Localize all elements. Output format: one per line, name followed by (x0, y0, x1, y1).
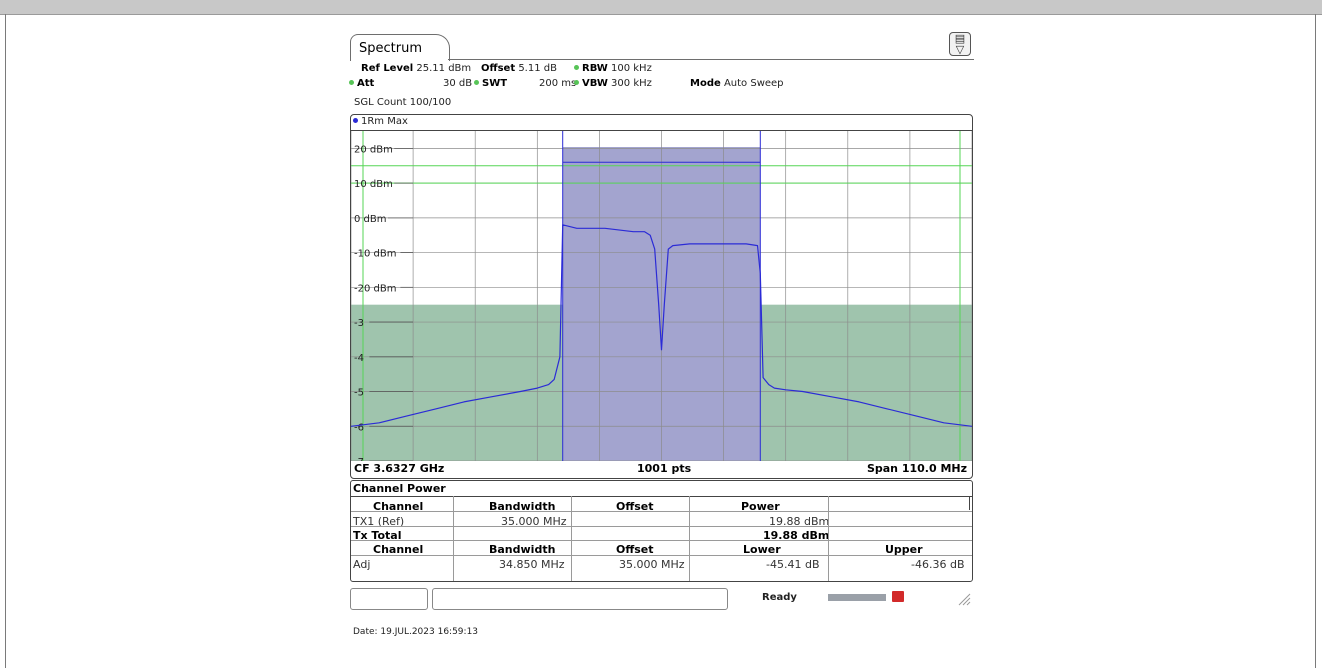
header-upper: Upper (885, 543, 923, 556)
resize-grip-icon[interactable] (957, 592, 971, 606)
spectrum-plot: 1Rm Max 20 dBm 10 dBm 0 dBm -10 dBm -20 dBm -… (350, 114, 973, 479)
analyzer-screen: Spectrum ▤ ▽ Ref Level 25.11 dBm Offset 5… (345, 26, 977, 616)
mode-value: Auto Sweep (723, 78, 784, 89)
y-tick-label: -7 (354, 457, 364, 461)
tab-underline (448, 59, 974, 60)
y-tick-label: 10 dBm (354, 179, 393, 190)
att-indicator-icon (349, 80, 354, 85)
table-row-divider (351, 540, 972, 541)
trace-indicator: 1Rm Max (353, 116, 408, 127)
trace-label: 1Rm Max (361, 116, 408, 127)
table-col-divider (828, 496, 829, 581)
page-frame (5, 14, 1316, 668)
tab-spectrum[interactable]: Spectrum (350, 34, 450, 61)
y-tick-label: -20 dBm (354, 283, 396, 294)
header-power: Power (741, 500, 780, 513)
status-field-2[interactable] (432, 588, 728, 610)
att-label: Att (357, 78, 375, 89)
adjacent-channel-upper-fill (760, 304, 972, 461)
row-adj-upper: -46.36 dB (911, 558, 965, 571)
att-value: 30 dB (443, 78, 473, 89)
swt-value: 200 ms (539, 78, 577, 89)
tx-total-value: 19.88 dBm (763, 529, 830, 542)
header-channel-2: Channel (373, 543, 424, 556)
table-col-divider (689, 496, 690, 581)
table-title-divider (351, 496, 972, 497)
rbw-setting: RBW 100 kHz (574, 63, 652, 74)
y-tick-label: 0 dBm (354, 214, 387, 225)
y-tick-label: -5 (354, 388, 364, 399)
row-adj-lower: -45.41 dB (766, 558, 820, 571)
alert-icon (892, 591, 904, 602)
y-tick-label: -4 (354, 353, 364, 364)
window-top-band (0, 0, 1322, 15)
y-tick-label: -10 dBm (354, 249, 396, 260)
sgl-count: SGL Count 100/100 (354, 97, 452, 108)
tx-total-label: Tx Total (353, 529, 402, 542)
capture-date: Date: 19.JUL.2023 16:59:13 (353, 627, 479, 637)
rbw-indicator-icon (574, 65, 579, 70)
swt-indicator-icon (474, 80, 479, 85)
ref-level-label: Ref Level (361, 63, 414, 74)
mode-setting: Mode Auto Sweep (690, 78, 784, 89)
table-col-divider (453, 496, 454, 581)
table-col-divider (969, 496, 970, 510)
header-offset-1: Offset (616, 500, 654, 513)
vbw-label: VBW (582, 78, 608, 89)
plot-title-divider (351, 130, 972, 131)
header-channel-1: Channel (373, 500, 424, 513)
header-offset-2: Offset (616, 543, 654, 556)
sweep-points: 1001 pts (637, 462, 692, 475)
header-bandwidth-2: Bandwidth (489, 543, 556, 556)
adjacent-channel-lower-fill (351, 304, 563, 461)
table-col-divider (571, 496, 572, 581)
tab-spectrum-label: Spectrum (359, 41, 422, 56)
mode-label: Mode (690, 78, 721, 89)
sweep-menu-icon[interactable]: ▤ ▽ (949, 32, 971, 56)
vbw-indicator-icon (574, 80, 579, 85)
trace-line (351, 224, 972, 427)
status-bar: Ready (350, 586, 971, 610)
status-field-1[interactable] (350, 588, 428, 610)
row-adj-offset: 35.000 MHz (619, 558, 685, 571)
table-row-divider (351, 555, 972, 556)
y-tick-label: 20 dBm (354, 144, 393, 155)
offset-setting: Offset 5.11 dB (481, 63, 557, 74)
table-title: Channel Power (353, 482, 446, 495)
header-lower: Lower (743, 543, 781, 556)
progress-indicator (828, 594, 886, 601)
rbw-label: RBW (582, 63, 608, 74)
att-setting: Att (349, 78, 374, 89)
vbw-value: 300 kHz (611, 78, 652, 89)
y-tick-label: -3 (354, 318, 364, 329)
spectrum-chart: 20 dBm 10 dBm 0 dBm -10 dBm -20 dBm -3 -4 -5 -6 -… (351, 131, 972, 461)
row-tx1-bandwidth: 35.000 MHz (501, 515, 567, 528)
trace-dot-icon (353, 118, 358, 123)
center-frequency: CF 3.6327 GHz (354, 462, 445, 475)
ref-level-value: 25.11 dBm (416, 63, 472, 74)
table-row-divider (351, 511, 972, 512)
offset-label: Offset (481, 63, 516, 74)
y-tick-label: -6 (354, 422, 364, 433)
rbw-value: 100 kHz (611, 63, 652, 74)
vbw-setting: VBW 300 kHz (574, 78, 652, 89)
header-bandwidth-1: Bandwidth (489, 500, 556, 513)
table-row-divider (351, 526, 972, 527)
span-value: Span 110.0 MHz (866, 462, 967, 475)
swt-setting: SWT (474, 78, 507, 89)
plot-footer: CF 3.6327 GHz 1001 pts Span 110.0 MHz (350, 462, 971, 477)
status-ready: Ready (762, 592, 797, 603)
swt-label: SWT (482, 78, 508, 89)
row-adj-bandwidth: 34.850 MHz (499, 558, 565, 571)
row-adj-channel: Adj (353, 558, 371, 571)
row-tx1-channel: TX1 (Ref) (353, 515, 405, 528)
ref-level-setting: Ref Level 25.11 dBm (361, 63, 471, 74)
channel-power-table: Channel Power Channel Bandwidth Offset P… (350, 480, 973, 582)
row-tx1-power: 19.88 dBm (769, 515, 830, 528)
offset-value: 5.11 dB (518, 63, 557, 74)
